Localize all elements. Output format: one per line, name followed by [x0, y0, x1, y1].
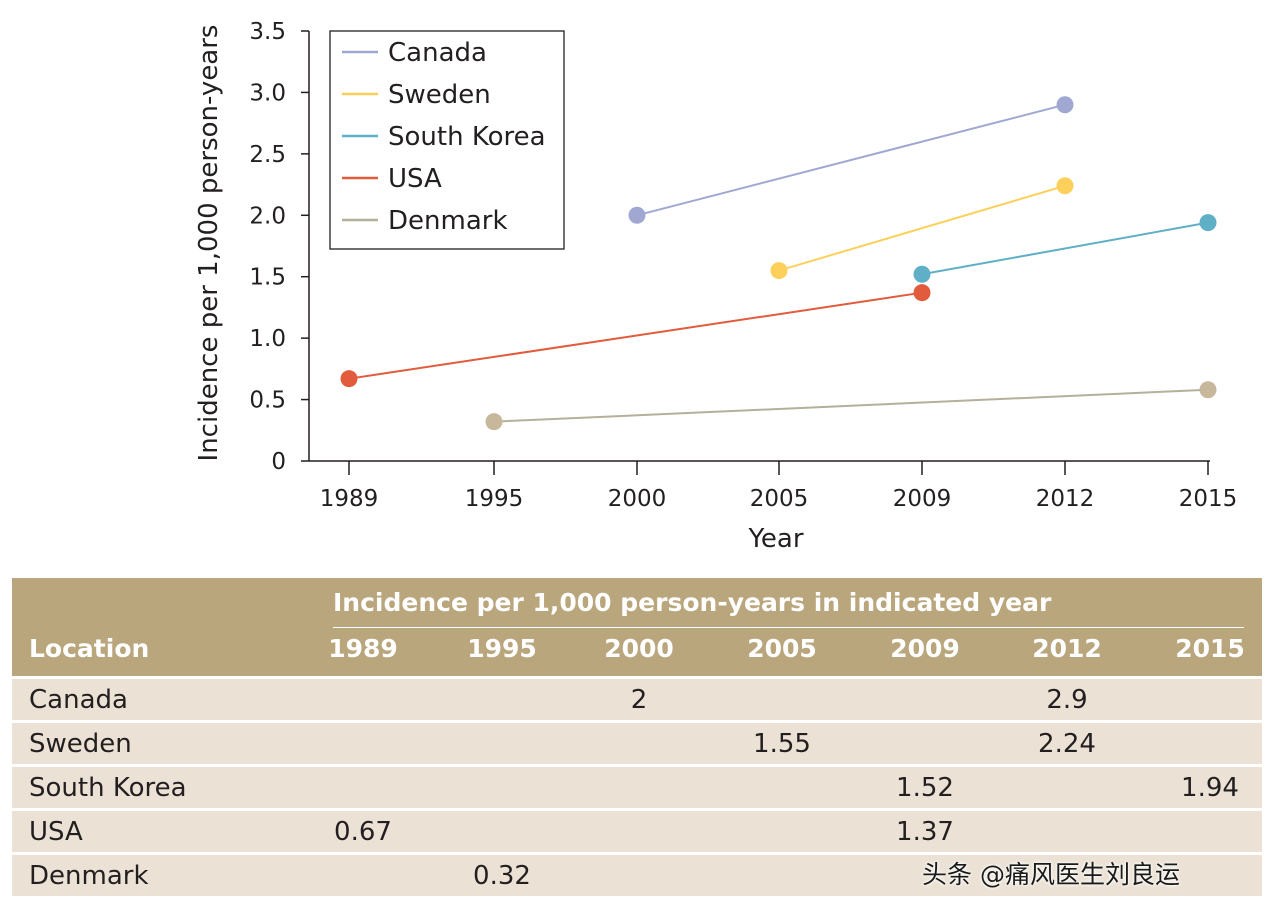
series-line-denmark — [493, 388, 1209, 423]
y-axis-title: Incidence per 1,000 person-years — [194, 25, 224, 462]
y-tick-label-0.5: 0.5 — [249, 388, 286, 414]
table-cell: 0.32 — [473, 861, 531, 891]
incidence-table: Incidence per 1,000 person-years in indi… — [12, 578, 1262, 896]
table-cell: 2.9 — [1046, 685, 1088, 715]
row-label: Sweden — [29, 729, 132, 759]
row-label: USA — [29, 817, 83, 847]
table-header: Incidence per 1,000 person-years in indi… — [12, 578, 1262, 676]
row-label: Canada — [29, 685, 128, 715]
series-line-south-korea — [921, 221, 1209, 276]
table-cell: 1.55 — [753, 729, 811, 759]
header-rule — [333, 627, 1244, 628]
x-tick-label-1995: 1995 — [465, 486, 524, 512]
y-tick-label-0: 0 — [271, 449, 286, 475]
table-row: Denmark 0.32 — [12, 852, 1262, 896]
series-line-usa — [348, 291, 923, 380]
series-line-sweden — [778, 184, 1066, 272]
table-row: Canada 2 2.9 — [12, 676, 1262, 720]
row-label: Denmark — [29, 861, 149, 891]
table-row: Sweden 1.55 2.24 — [12, 720, 1262, 764]
year-header-2015: 2015 — [1175, 634, 1245, 663]
table-row: USA 0.67 1.37 — [12, 808, 1262, 852]
year-header-2000: 2000 — [604, 634, 674, 663]
table-cell: 1.37 — [896, 817, 954, 847]
table-cell: 2.24 — [1038, 729, 1096, 759]
point-sweden-2012 — [1056, 177, 1074, 195]
year-header-2009: 2009 — [890, 634, 960, 663]
x-tick-label-2000: 2000 — [608, 486, 667, 512]
table-cell: 1.94 — [1181, 773, 1239, 803]
y-tick-label-3.0: 3.0 — [249, 80, 286, 106]
y-tick-label-1.0: 1.0 — [249, 326, 286, 352]
point-south-korea-2009 — [913, 265, 931, 283]
point-south-korea-2015 — [1199, 214, 1217, 232]
row-label: South Korea — [29, 773, 187, 803]
table-cell: 2 — [630, 685, 648, 715]
x-axis-title: Year — [747, 524, 803, 554]
point-denmark-1995 — [485, 413, 503, 431]
point-usa-2009 — [913, 284, 931, 302]
year-header-1989: 1989 — [328, 634, 398, 663]
x-tick-label-2015: 2015 — [1179, 486, 1238, 512]
year-header-2005: 2005 — [747, 634, 817, 663]
point-canada-2012 — [1056, 96, 1074, 114]
location-header: Location — [29, 634, 150, 663]
point-canada-2000 — [628, 206, 646, 224]
x-tick-label-1989: 1989 — [320, 486, 379, 512]
x-tick-label-2005: 2005 — [750, 486, 809, 512]
table-row: South Korea 1.52 1.94 — [12, 764, 1262, 808]
line-chart: 0 0.5 1.0 1.5 2.0 2.5 3.0 3.5 1989 1995 2000 2005 20… — [194, 19, 1238, 554]
legend-label-south-korea: South Korea — [388, 122, 546, 152]
point-denmark-2015 — [1199, 381, 1217, 399]
y-tick-label-3.5: 3.5 — [249, 19, 286, 45]
table-cell: 1.52 — [896, 773, 954, 803]
table-spanner: Incidence per 1,000 person-years in indi… — [333, 588, 1052, 617]
year-header-1995: 1995 — [467, 634, 537, 663]
watermark: 头条 @痛风医生刘良运 — [922, 860, 1180, 889]
point-sweden-2005 — [770, 262, 788, 280]
legend-label-sweden: Sweden — [388, 80, 491, 110]
year-header-2012: 2012 — [1032, 634, 1102, 663]
legend-label-denmark: Denmark — [388, 206, 508, 236]
y-tick-label-1.5: 1.5 — [249, 265, 286, 291]
y-tick-label-2.0: 2.0 — [249, 203, 286, 229]
table-cell: 0.67 — [334, 817, 392, 847]
legend-label-usa: USA — [388, 164, 442, 194]
x-tick-label-2012: 2012 — [1036, 486, 1095, 512]
series-line-canada — [636, 103, 1066, 217]
y-tick-label-2.5: 2.5 — [249, 142, 286, 168]
legend-label-canada: Canada — [388, 38, 487, 68]
table-body: Canada 2 2.9 Sweden 1.55 2.24 South Korea 1.52 1… — [12, 676, 1262, 896]
legend-box — [329, 30, 565, 250]
point-usa-1989 — [340, 370, 358, 388]
x-tick-label-2009: 2009 — [893, 486, 952, 512]
